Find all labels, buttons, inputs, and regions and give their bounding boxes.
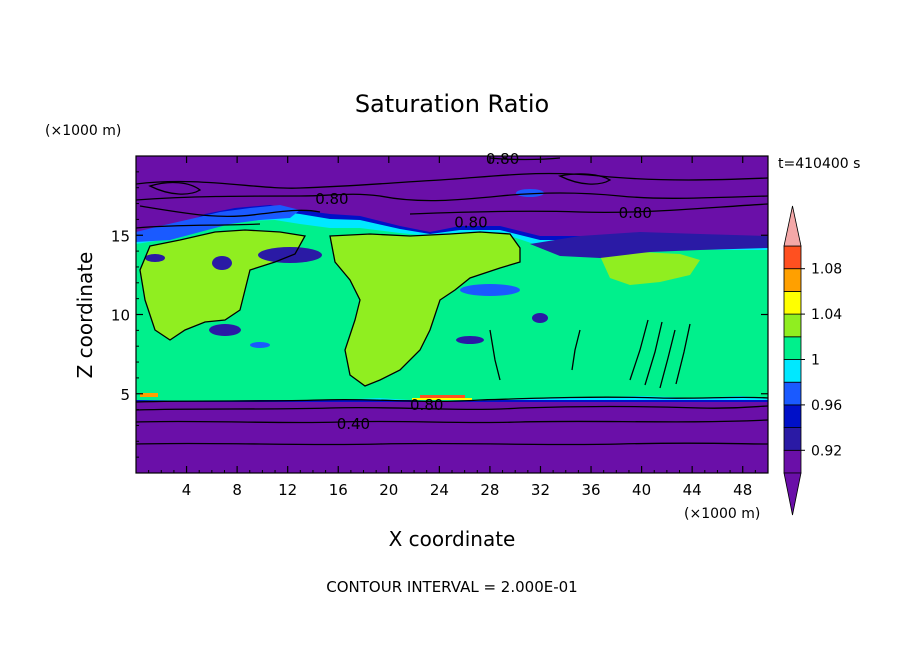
contour-label: 0.80 [315,190,348,208]
upper-purple-tongue [530,232,768,258]
y-tick-label: 5 [120,386,130,404]
contour-label: 0.40 [337,415,370,433]
contour-label-group: 0.80 0.80 0.80 0.80 0.80 0.40 [315,150,652,433]
x-tick-label: 36 [581,481,600,499]
colorbar-segment [783,359,802,383]
surface-warm-streak-west [140,393,158,397]
colorbar-label: 0.96 [811,398,842,414]
colorbar-segment [783,404,802,428]
x-tick-label: 40 [632,481,651,499]
contour-interval-footer: CONTOUR INTERVAL = 2.000E-01 [326,578,577,596]
contour-lines [136,157,768,446]
x-axis: 4 8 12 16 20 24 28 32 36 40 44 48 [148,156,756,499]
dry-blob-4 [460,284,520,296]
x-tick-label: 28 [480,481,499,499]
colorbar-segment [783,427,802,451]
x-tick-label: 24 [430,481,449,499]
y-unit-label: (×1000 m) [45,123,121,139]
x-tick-label: 4 [182,481,192,499]
colorbar-segment [783,290,802,315]
x-unit-label: (×1000 m) [684,506,760,522]
colorbar-label: 1.04 [811,307,842,323]
y-tick-label: 15 [111,227,130,245]
surface-warm-streak-mid2 [412,398,472,400]
x-tick-label: 44 [683,481,702,499]
colorbar-segment [783,245,802,270]
dry-blob-5 [456,336,484,344]
near-saturation-region-east [600,252,700,285]
colorbar-label: 0.92 [811,443,842,459]
near-saturation-region-central [330,232,520,386]
colorbar-segment [783,268,802,292]
plot-area [136,156,768,473]
time-label: t=410400 s [778,156,860,172]
surface-warm-streak-mid [420,395,465,398]
x-tick-label: 32 [531,481,550,499]
colorbar-segment [783,381,802,406]
colorbar-over-triangle [783,205,802,247]
colorbar: 0.92 0.96 1 1.04 1.08 [783,205,842,516]
y-axis-label: Z coordinate [73,252,97,379]
colorbar-segment [783,449,802,474]
x-tick-label: 20 [379,481,398,499]
colorbar-segment [783,313,802,338]
y-tick-label: 10 [111,307,130,325]
colorbar-under-triangle [783,472,802,516]
dry-blob-7 [250,342,270,348]
colorbar-label: 1.08 [811,262,842,278]
colorbar-label: 1 [811,353,820,369]
contour-label: 0.80 [486,150,519,168]
x-tick-label: 48 [733,481,752,499]
x-tick-label: 8 [232,481,242,499]
x-axis-label: X coordinate [389,527,516,551]
dry-blob-8 [532,313,548,323]
dry-blob-9 [516,189,544,197]
contour-label: 0.80 [454,214,487,232]
colorbar-segment [783,336,802,360]
dry-blob-6 [209,324,241,336]
contour-label: 0.80 [410,396,443,414]
dry-blob-1 [258,247,322,263]
chart-title: Saturation Ratio [355,90,549,118]
contour-label: 0.80 [619,204,652,222]
dry-blob-3 [145,254,165,262]
x-tick-label: 12 [278,481,297,499]
dry-blob-2 [212,256,232,270]
x-tick-label: 16 [329,481,348,499]
y-axis: 5 10 15 [111,171,768,458]
